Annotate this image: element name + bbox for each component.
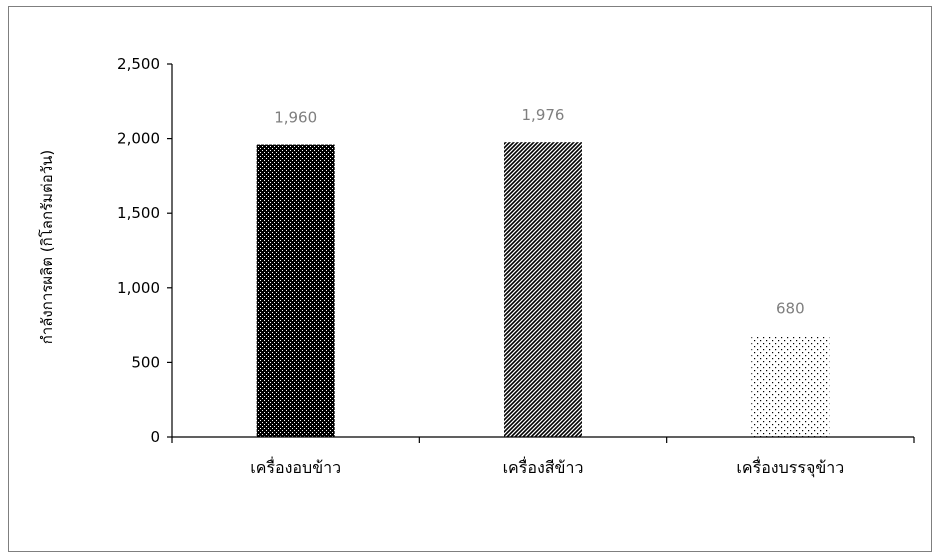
x-category-label: เครื่องสีข้าว bbox=[503, 456, 584, 477]
y-axis-title: กำลังการผลิต (กิโลกรัมต่อวัน) bbox=[38, 150, 56, 345]
data-label: 1,976 bbox=[522, 106, 565, 124]
bar-3 bbox=[751, 335, 830, 437]
x-category-label: เครื่องบรรจุข้าว bbox=[736, 456, 844, 478]
data-label: 1,960 bbox=[274, 109, 317, 127]
x-category-label: เครื่องอบข้าว bbox=[250, 456, 341, 477]
y-tick-label: 2,000 bbox=[117, 130, 160, 148]
x-axis: เครื่องอบข้าว เครื่องสีข้าว เครื่องบรรจุข้… bbox=[171, 436, 915, 478]
y-tick-label: 1,500 bbox=[117, 204, 160, 222]
y-tick-label: 0 bbox=[150, 428, 160, 446]
chart-frame bbox=[8, 6, 932, 552]
y-tick-label: 500 bbox=[131, 353, 160, 371]
data-label: 680 bbox=[776, 300, 805, 318]
y-axis-ticks: 0 500 1,000 1,500 2,000 2,500 bbox=[117, 55, 173, 446]
bar-2 bbox=[504, 142, 582, 438]
y-tick-label: 2,500 bbox=[117, 55, 160, 73]
bar-1 bbox=[256, 144, 335, 437]
bars-group: 1,960 1,976 680 bbox=[256, 106, 830, 438]
y-tick-label: 1,000 bbox=[117, 279, 160, 297]
